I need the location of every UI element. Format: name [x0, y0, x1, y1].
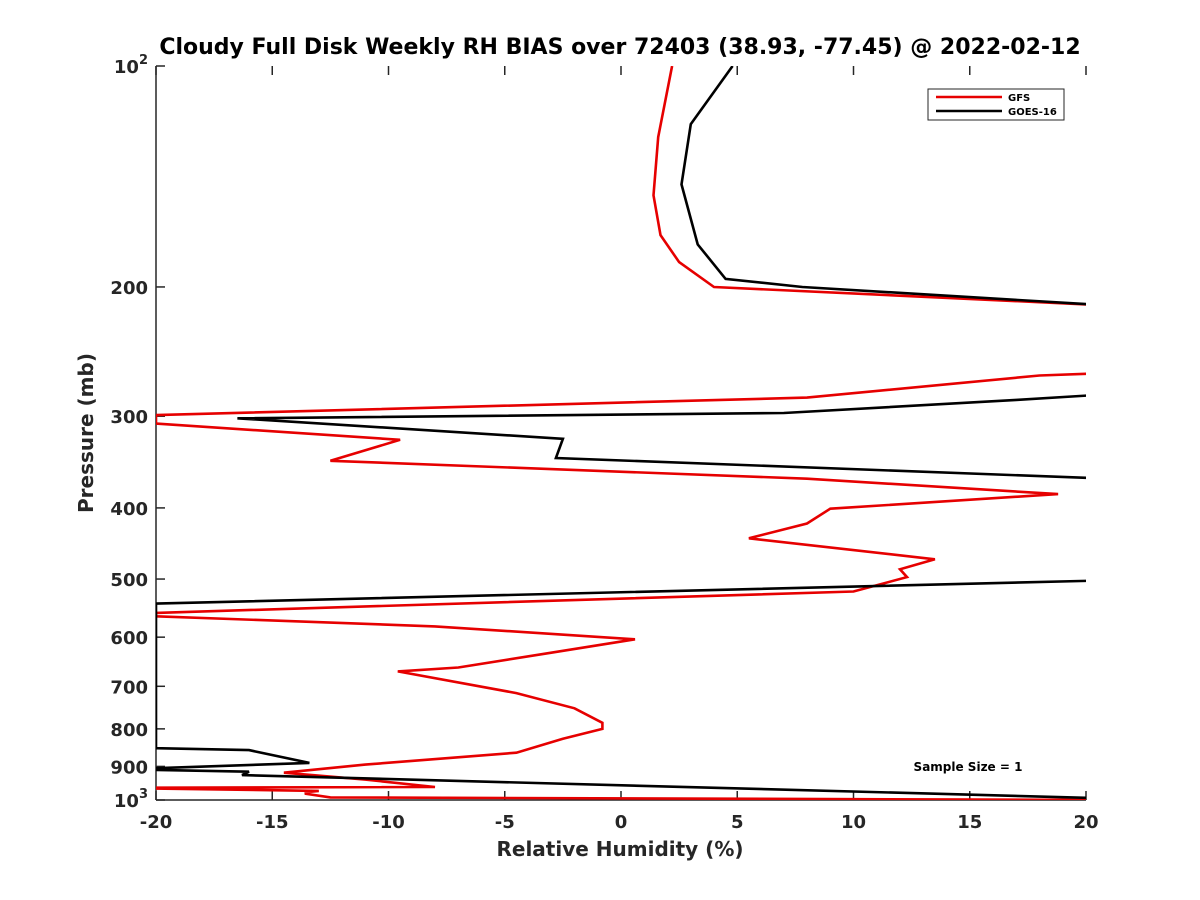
y-tick-label-base: 600	[110, 628, 148, 649]
x-tick-label: -20	[140, 812, 173, 833]
x-ticks: -20 -15 -10 -5 0 5 10 15 20	[140, 66, 1099, 833]
y-tick-label: 200	[110, 278, 148, 299]
sample-size-annotation: Sample Size = 1	[914, 760, 1023, 774]
x-tick-label: -15	[256, 812, 289, 833]
x-tick-label: 20	[1073, 812, 1098, 833]
y-tick-label-base: 10	[114, 57, 139, 78]
legend: GFS GOES-16	[927, 88, 1065, 121]
y-tick-label-base: 200	[110, 278, 148, 299]
y-tick-label: 800	[110, 720, 148, 741]
y-tick-label: 400	[110, 499, 148, 520]
series-line-gfs	[156, 66, 1086, 800]
y-tick-label: 700	[110, 677, 148, 698]
x-tick-label: -5	[495, 812, 515, 833]
y-tick-label-base: 800	[110, 720, 148, 741]
x-axis-label: Relative Humidity (%)	[496, 837, 743, 861]
y-tick-label: 900	[110, 757, 148, 778]
y-tick-label: 500	[110, 570, 148, 591]
y-axis-label: Pressure (mb)	[74, 353, 98, 513]
x-tick-label: -10	[372, 812, 405, 833]
x-tick-label: 10	[841, 812, 866, 833]
y-tick-label-exponent: 3	[139, 787, 148, 802]
series-line-goes-16	[156, 66, 1086, 800]
x-tick-label: 0	[615, 812, 628, 833]
y-tick-label-base: 900	[110, 757, 148, 778]
y-tick-label: 102	[114, 53, 148, 78]
legend-label-goes16: GOES-16	[1008, 107, 1057, 118]
y-tick-label: 600	[110, 628, 148, 649]
y-tick-label: 300	[110, 407, 148, 428]
series-layer	[156, 66, 1086, 800]
legend-label-gfs: GFS	[1008, 93, 1030, 104]
x-tick-label: 15	[957, 812, 982, 833]
legend-box	[927, 88, 1065, 121]
y-tick-label-base: 700	[110, 677, 148, 698]
chart-title: Cloudy Full Disk Weekly RH BIAS over 724…	[159, 35, 1080, 60]
y-tick-label: 103	[114, 787, 148, 812]
y-tick-label-exponent: 2	[139, 53, 148, 68]
y-tick-label-base: 10	[114, 791, 139, 812]
y-tick-label-base: 500	[110, 570, 148, 591]
y-tick-label-base: 300	[110, 407, 148, 428]
y-tick-label-base: 400	[110, 499, 148, 520]
x-tick-label: 5	[731, 812, 744, 833]
